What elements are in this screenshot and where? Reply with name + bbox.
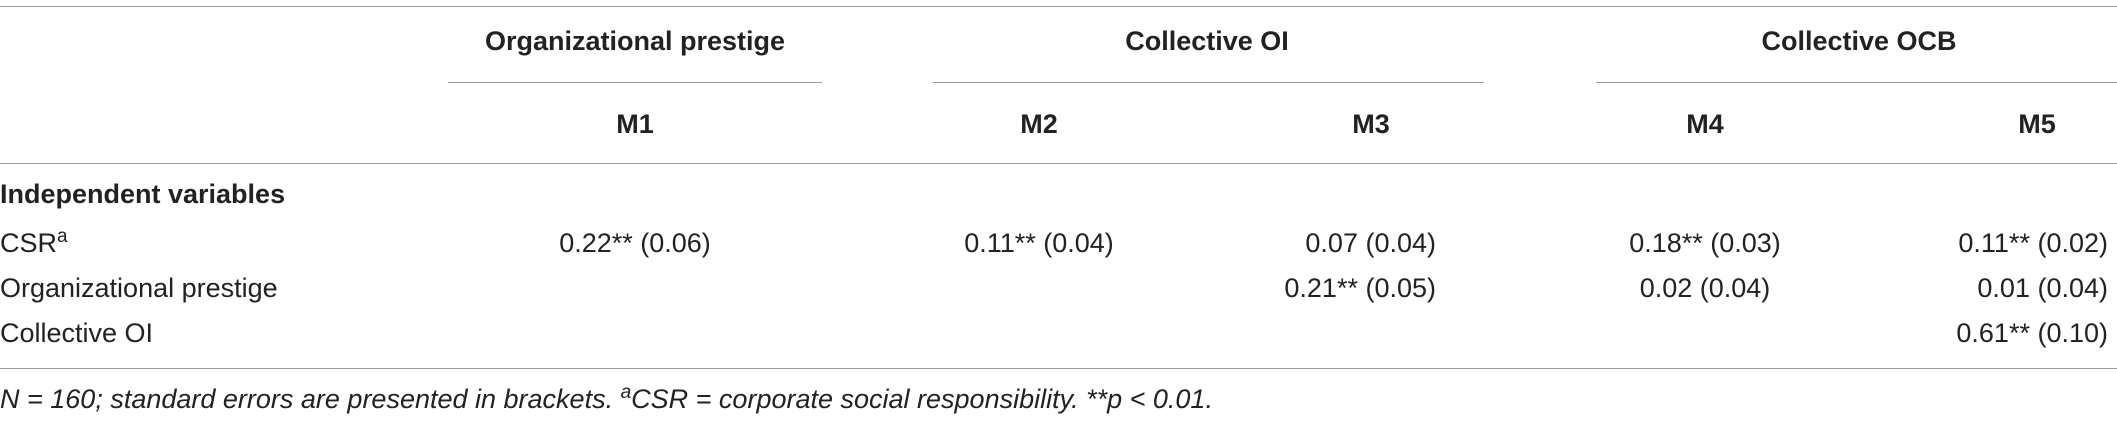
footnote-part-2: CSR = corporate social responsibility. *… — [631, 384, 1213, 414]
table-cell: 0.21** (0.05) — [1284, 273, 1436, 303]
table-cell: 0.07 (0.04) — [1305, 228, 1436, 258]
group-underline-1 — [448, 82, 822, 83]
table-cell: 0.61** (0.10) — [1956, 318, 2108, 348]
table-footnote: N = 160; standard errors are presented i… — [0, 383, 1213, 415]
row-label-collective-oi: Collective OI — [0, 318, 154, 348]
table-cell: 0.22** (0.06) — [559, 228, 711, 258]
table-cell: 0.02 (0.04) — [1639, 273, 1771, 303]
section-label: Independent variables — [0, 179, 286, 209]
group-header-collective-ocb: Collective OCB — [1761, 26, 1957, 56]
model-header-m5: M5 — [2018, 109, 2056, 139]
group-header-organizational-prestige: Organizational prestige — [484, 26, 786, 56]
row-label-text: CSR — [0, 228, 58, 258]
header-bottom-rule — [0, 163, 2117, 164]
group-underline-2 — [933, 82, 1484, 83]
table-cell: 0.01 (0.04) — [1977, 273, 2108, 303]
footnote-part-1: N = 160; standard errors are presented i… — [0, 384, 621, 414]
model-header-m4: M4 — [1686, 109, 1724, 139]
table-top-rule — [0, 6, 2117, 7]
table-cell: 0.11** (0.02) — [1958, 228, 2108, 258]
model-header-m3: M3 — [1352, 109, 1390, 139]
group-underline-3 — [1596, 82, 2117, 83]
model-header-m2: M2 — [1020, 109, 1058, 139]
table-cell: 0.11** (0.04) — [964, 228, 1114, 258]
table-bottom-rule — [0, 368, 2117, 369]
row-label-csr: CSRa — [0, 227, 68, 259]
row-label-superscript: a — [57, 226, 68, 247]
row-label-organizational-prestige: Organizational prestige — [0, 273, 278, 303]
footnote-superscript: a — [620, 382, 632, 403]
model-header-m1: M1 — [616, 109, 654, 139]
table-cell: 0.18** (0.03) — [1629, 228, 1781, 258]
group-header-collective-oi: Collective OI — [1125, 26, 1289, 56]
